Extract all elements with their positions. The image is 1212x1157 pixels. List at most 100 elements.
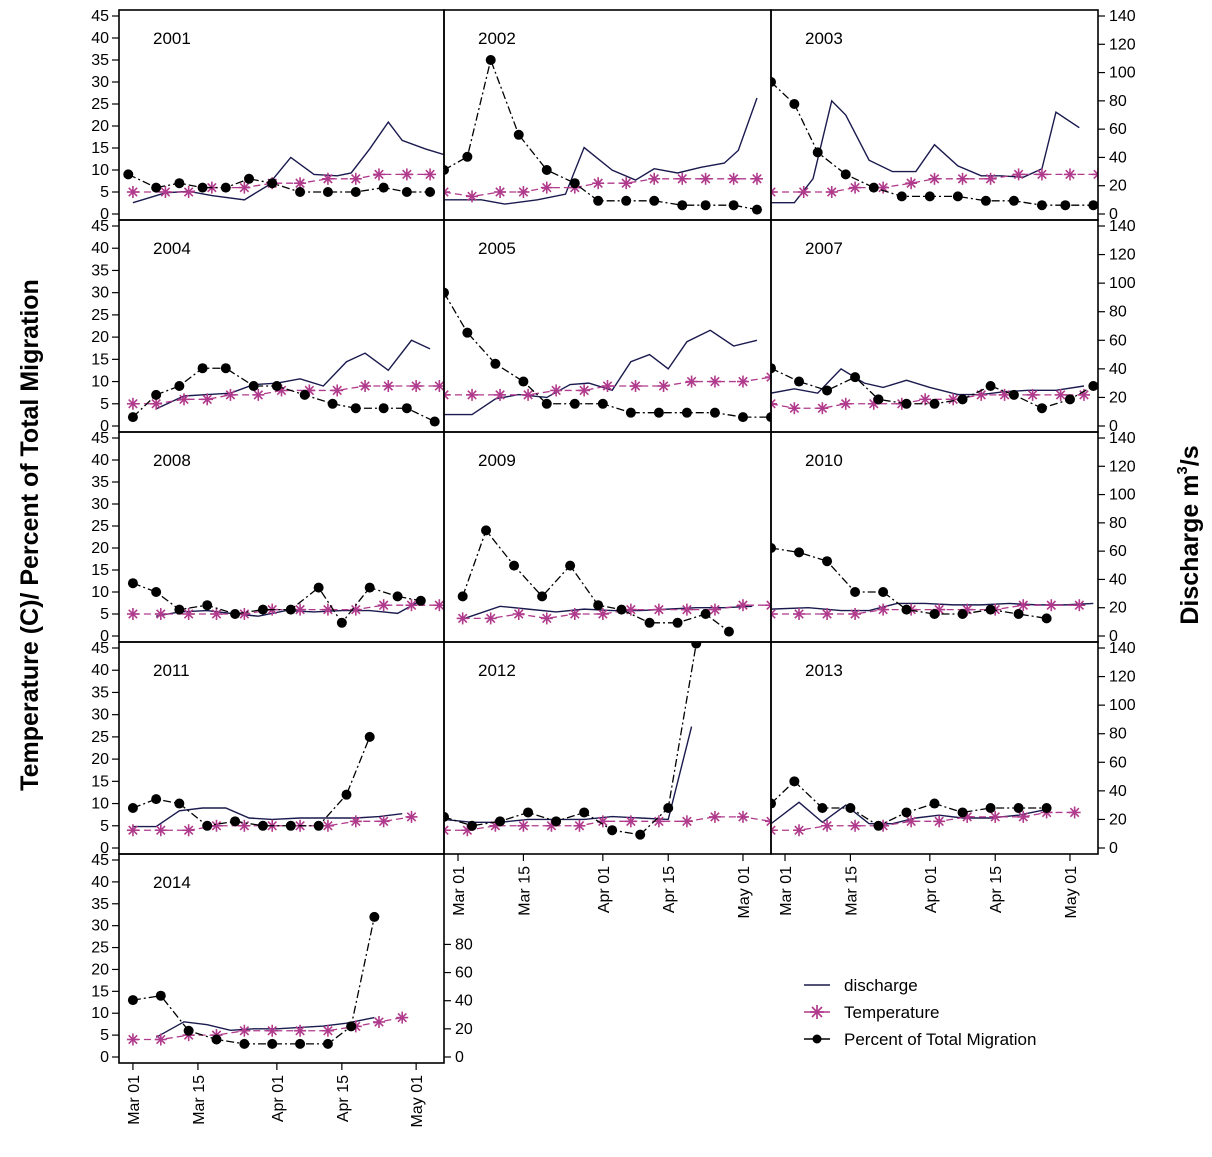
temperature-point	[592, 177, 605, 190]
temperature-line-2014	[132, 1016, 403, 1041]
percent-point	[901, 807, 912, 818]
percent-point	[771, 363, 776, 374]
temperature-point	[793, 824, 806, 837]
discharge-line-2010	[771, 602, 1094, 612]
percent-point	[369, 911, 380, 922]
temperature-point	[596, 815, 609, 828]
right-axis-title-superscript: 3	[1174, 466, 1191, 474]
percent-point	[313, 582, 324, 593]
temperature-point	[433, 380, 444, 392]
temperature-point	[321, 819, 334, 832]
left-tick-label: 25	[91, 940, 109, 957]
panel-year-label: 2004	[153, 239, 191, 258]
temperature-point	[1063, 168, 1076, 181]
percent-point	[230, 609, 241, 619]
temperature-point	[708, 375, 721, 388]
temperature-point	[708, 603, 721, 616]
left-tick-label: 10	[91, 796, 109, 813]
legend-percent-label: Percent of Total Migration	[844, 1030, 1036, 1049]
percent-point	[1088, 200, 1098, 211]
discharge-line-2014	[155, 1016, 375, 1038]
percent-point	[220, 363, 231, 374]
temperature-point	[252, 388, 265, 401]
left-tick-label: 0	[100, 206, 109, 223]
temperature-point	[550, 384, 563, 397]
temperature-point	[466, 388, 479, 401]
percent-point	[1041, 613, 1052, 624]
left-tick-label: 5	[100, 818, 109, 835]
percent-point	[607, 825, 618, 836]
temperature-point	[657, 380, 670, 392]
panel-year-label: 2012	[478, 661, 516, 680]
left-tick-label: 45	[91, 430, 109, 447]
temperature-point	[680, 603, 693, 616]
percent-point	[401, 403, 412, 414]
percent-line-2009	[462, 529, 730, 633]
percent-point	[845, 803, 856, 813]
left-tick-label: 10	[91, 1005, 109, 1022]
percent-point	[425, 187, 436, 197]
percent-point	[691, 642, 702, 649]
temperature-point	[648, 172, 661, 185]
temperature-point	[1092, 168, 1098, 181]
percent-point	[901, 604, 912, 615]
left-tick-label: 5	[100, 606, 109, 623]
temperature-point	[620, 177, 633, 190]
percent-point	[415, 595, 426, 606]
left-tick-label: 40	[91, 240, 109, 257]
temperature-point	[596, 608, 609, 620]
left-tick-label: 10	[91, 162, 109, 179]
temperature-point	[578, 384, 591, 397]
percent-point	[350, 403, 361, 414]
panel-2012	[444, 642, 771, 840]
x-axis-2012: Mar 01 Mar 15 Apr 01 Apr 15 May 01	[451, 854, 753, 918]
left-tick-label: 35	[91, 896, 109, 913]
right-tick-label: 40	[1109, 783, 1127, 800]
percent-point	[644, 617, 655, 628]
left-axis-row-1: 0 5 10 15 20 25 30 35 40 45	[91, 8, 119, 223]
discharge-line-2002	[444, 97, 758, 205]
percent-point	[151, 587, 162, 597]
right-tick-label: 100	[1109, 65, 1136, 82]
temperature-point	[821, 608, 834, 620]
temperature-point	[266, 1024, 279, 1037]
temperature-point	[849, 608, 862, 620]
temperature-point	[484, 612, 497, 625]
temperature-point	[182, 608, 195, 620]
percent-point	[127, 578, 138, 589]
left-tick-label: 35	[91, 52, 109, 69]
left-tick-label: 10	[91, 584, 109, 601]
temperature-point	[405, 599, 418, 612]
left-tick-label: 30	[91, 285, 109, 302]
percent-point	[350, 187, 361, 197]
temperature-point	[126, 824, 139, 837]
percent-point	[929, 398, 940, 409]
left-tick-label: 20	[91, 961, 109, 978]
x-tick-label: Apr 15	[661, 866, 678, 913]
percent-point	[267, 178, 278, 189]
temperature-point	[294, 1024, 307, 1037]
temperature-point	[1035, 168, 1048, 181]
temperature-point	[797, 186, 810, 198]
percent-point	[985, 381, 996, 391]
percent-point	[299, 389, 310, 400]
left-tick-label: 10	[91, 374, 109, 391]
percent-line-2014	[132, 916, 375, 1045]
left-tick-label: 20	[91, 329, 109, 346]
temperature-point	[424, 168, 437, 181]
percent-point	[462, 151, 473, 162]
percent-point	[593, 195, 604, 206]
panel-year-label: 2008	[153, 451, 191, 470]
right-tick-label: 100	[1109, 487, 1136, 504]
temperature-point	[793, 608, 806, 620]
x-axis-2014: Mar 01 Mar 15 Apr 01 Apr 15 May 01	[126, 1063, 426, 1127]
percent-point	[709, 407, 720, 418]
temperature-point	[321, 172, 334, 185]
percent-point	[1064, 394, 1075, 405]
left-axis-row-5: 0 5 10 15 20 25 30 35 40 45	[91, 852, 119, 1066]
right-tick-label: 80	[1109, 93, 1127, 110]
percent-point	[239, 1038, 250, 1049]
temperature-point	[410, 380, 423, 392]
percent-point	[462, 327, 473, 338]
percent-point	[518, 376, 529, 387]
